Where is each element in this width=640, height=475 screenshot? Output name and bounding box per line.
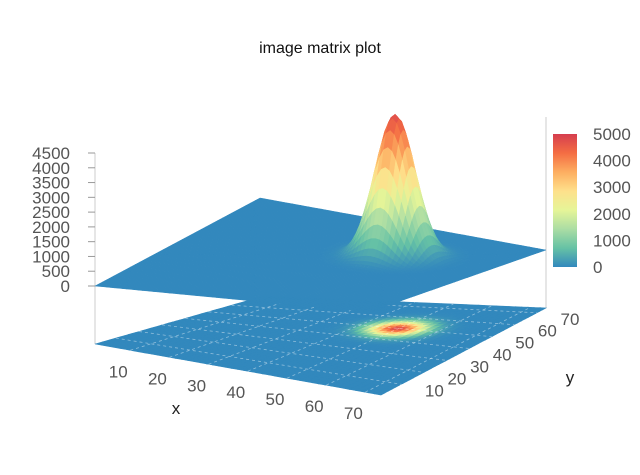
surface-mesh <box>94 113 547 313</box>
chart-title: image matrix plot <box>259 40 381 57</box>
floor-heatmap <box>94 295 548 396</box>
